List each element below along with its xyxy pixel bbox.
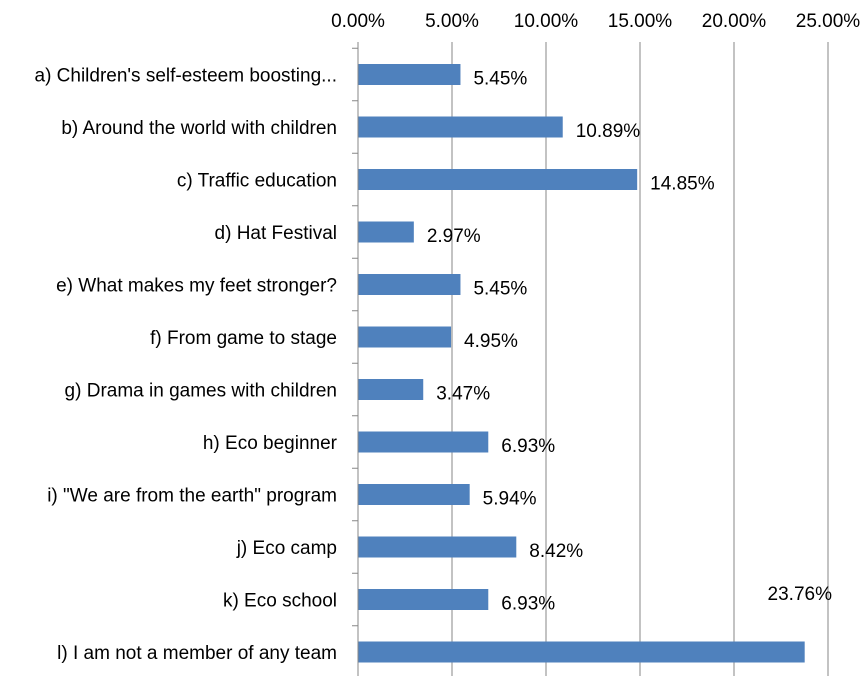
data-label: 23.76% [768, 584, 833, 605]
bars [358, 64, 805, 663]
category-label: b) Around the world with children [61, 118, 337, 139]
bar [358, 274, 461, 295]
category-label: g) Drama in games with children [65, 381, 337, 402]
x-tick-label: 0.00% [331, 11, 385, 32]
bar [358, 169, 638, 190]
gridlines [451, 42, 829, 676]
data-label: 5.45% [473, 69, 527, 90]
x-tick-label: 20.00% [702, 11, 767, 32]
data-label: 4.95% [464, 331, 518, 352]
category-label: j) Eco camp [236, 538, 337, 559]
category-label: k) Eco school [223, 591, 337, 612]
bar [358, 536, 517, 558]
data-labels: 5.45% 10.89% 14.85% 2.97% 5.45% 4.95% 3.47% 6.9… [427, 69, 832, 615]
category-label: l) I am not a member of any team [57, 643, 337, 664]
data-label: 6.93% [501, 594, 555, 615]
bar [358, 641, 805, 663]
bar [358, 221, 414, 243]
x-tick-label: 5.00% [425, 11, 479, 32]
x-tick-label: 25.00% [796, 11, 861, 32]
category-label: e) What makes my feet stronger? [56, 276, 337, 297]
bar [358, 484, 470, 505]
data-label: 8.42% [529, 541, 583, 562]
category-label: a) Children's self-esteem boosting... [35, 66, 338, 87]
x-tick-label: 15.00% [608, 11, 673, 32]
bar [358, 431, 489, 453]
category-labels: a) Children's self-esteem boosting... b) … [35, 66, 338, 665]
data-label: 14.85% [650, 174, 715, 195]
x-axis-tick-labels: 0.00% 5.00% 10.00% 15.00% 20.00% 25.00% [331, 11, 860, 32]
data-label: 3.47% [436, 384, 490, 405]
y-axis-tick-marks [352, 47, 358, 627]
bar [358, 116, 563, 138]
category-label: h) Eco beginner [203, 433, 338, 454]
category-label: f) From game to stage [150, 328, 337, 349]
bar [358, 589, 489, 610]
data-label: 10.89% [576, 121, 641, 142]
bar [358, 326, 452, 348]
x-tick-label: 10.00% [514, 11, 579, 32]
data-label: 5.45% [473, 279, 527, 300]
data-label: 5.94% [483, 489, 537, 510]
category-label: i) "We are from the earth" program [47, 486, 337, 507]
bar [358, 64, 461, 85]
data-label: 6.93% [501, 436, 555, 457]
bar [358, 379, 424, 400]
category-label: d) Hat Festival [215, 223, 337, 244]
category-label: c) Traffic education [177, 171, 337, 192]
data-label: 2.97% [427, 226, 481, 247]
